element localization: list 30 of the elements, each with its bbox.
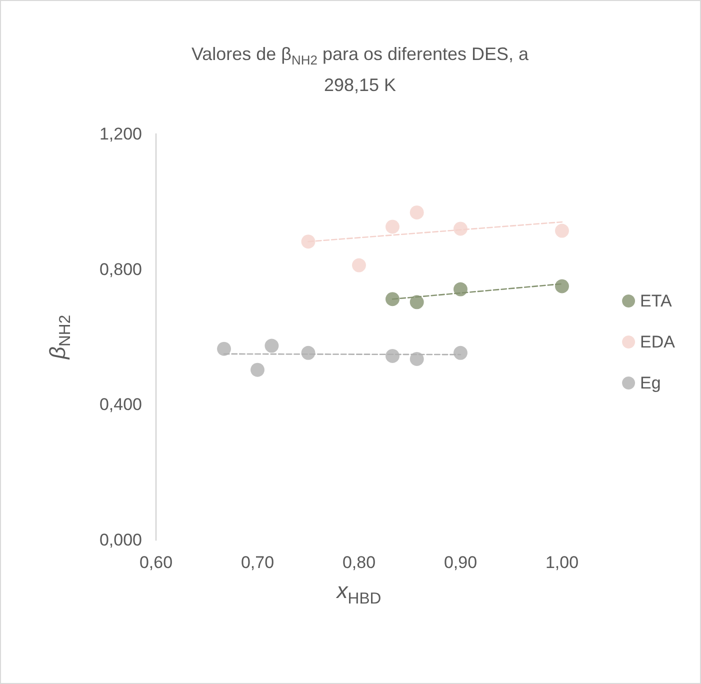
point <box>386 348 400 363</box>
point <box>386 220 400 234</box>
y-tick-label: 0,800 <box>99 260 142 279</box>
point <box>250 362 264 377</box>
point <box>301 234 316 249</box>
x-tick-label: 1,00 <box>545 553 579 572</box>
point <box>555 224 569 238</box>
point <box>410 352 424 366</box>
point <box>217 342 232 356</box>
legend-label: EDA <box>640 332 676 352</box>
point <box>555 279 569 294</box>
y-tick-label: 1,200 <box>99 124 142 144</box>
x-tick-label: 0,90 <box>444 553 478 572</box>
x-tick-label: 0,80 <box>342 553 376 572</box>
legend-label: Eg <box>640 374 661 392</box>
point <box>410 295 424 310</box>
point <box>386 292 400 306</box>
x-axis-title: x$_{HBD}$ <box>336 578 382 608</box>
y-tick-label: 0,400 <box>99 395 142 414</box>
point <box>454 346 468 360</box>
point <box>454 282 468 296</box>
x-tick-label: 0,70 <box>240 553 274 572</box>
x-tick-label: 0,60 <box>139 553 173 572</box>
y-tick-label: 0,000 <box>99 530 142 550</box>
point <box>454 222 468 236</box>
point <box>352 258 366 272</box>
legend-label: ETA <box>640 292 673 310</box>
chart-title: Valores de β$_{NH2}$ para os diferentes DES, a 298,15 K <box>190 43 530 97</box>
point <box>264 338 279 353</box>
point <box>410 205 424 220</box>
